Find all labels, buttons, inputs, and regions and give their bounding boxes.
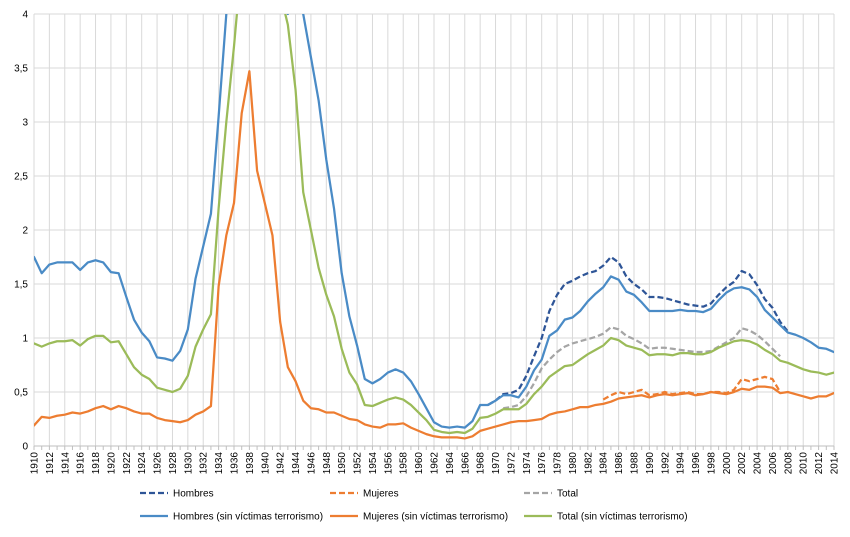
y-tick-label: 4 [22, 10, 28, 21]
series-line-6 [34, 14, 834, 435]
x-tick-label: 1986 [614, 452, 625, 475]
x-tick-label: 1942 [276, 452, 287, 475]
x-tick-label: 1970 [491, 452, 502, 475]
x-tick-label: 1944 [291, 452, 302, 475]
x-tick-label: 1996 [691, 452, 702, 475]
x-tick-label: 1962 [430, 452, 441, 475]
y-tick-label: 0,5 [14, 388, 28, 399]
grid-lines [33, 13, 835, 447]
x-tick-label: 1912 [45, 452, 56, 475]
x-tick-label: 1936 [230, 452, 241, 475]
y-tick-label: 2 [22, 226, 28, 237]
x-tick-label: 1918 [91, 452, 102, 475]
x-tick-label: 1964 [445, 452, 456, 475]
legend-label: Hombres (sin víctimas terrorismo) [173, 512, 323, 523]
x-tick-label: 1954 [368, 452, 379, 475]
x-tick-label: 1914 [60, 452, 71, 475]
x-tick-label: 1940 [260, 452, 271, 475]
x-tick-label: 1946 [306, 452, 317, 475]
legend-label: Total (sin víctimas terrorismo) [557, 512, 688, 523]
y-tick-label: 1 [22, 334, 28, 345]
x-tick-label: 1988 [630, 452, 641, 475]
x-tick-label: 1920 [106, 452, 117, 475]
x-tick-label: 1960 [414, 452, 425, 475]
x-tick-label: 1992 [660, 452, 671, 475]
x-tick-label: 1910 [30, 452, 41, 475]
x-tick-label: 1966 [460, 452, 471, 475]
x-tick-label: 1976 [537, 452, 548, 475]
x-tick-label: 1952 [353, 452, 364, 475]
legend: Hombres Mujeres Total Hombres (sin víctimas… [140, 489, 688, 523]
x-tick-label: 2008 [783, 452, 794, 475]
legend-label: Mujeres (sin víctimas terrorismo) [363, 512, 508, 523]
x-tick-label: 1980 [568, 452, 579, 475]
x-tick-label: 2012 [814, 452, 825, 475]
x-tick-label: 1994 [676, 452, 687, 475]
series-line-4 [34, 14, 834, 429]
x-tick-label: 1974 [522, 452, 533, 475]
series-line-5 [34, 70, 834, 440]
x-tick-label: 1950 [337, 452, 348, 475]
x-tick-label: 1972 [506, 452, 517, 475]
x-tick-label: 1958 [399, 452, 410, 475]
x-tick-label: 1982 [583, 452, 594, 475]
x-tick-label: 1932 [199, 452, 210, 475]
legend-item: Mujeres (sin víctimas terrorismo) [330, 512, 508, 523]
x-tick-label: 2000 [722, 452, 733, 475]
legend-item: Hombres [140, 489, 214, 500]
x-tick-label: 1922 [122, 452, 133, 475]
x-tick-label: 2004 [753, 452, 764, 475]
legend-label: Total [557, 489, 578, 500]
series-line-3 [503, 326, 781, 410]
y-tick-label: 0 [22, 442, 28, 453]
series-line-1 [487, 255, 789, 406]
x-tick-label: 1968 [476, 452, 487, 475]
y-tick-label: 1,5 [14, 280, 28, 291]
legend-item: Total [524, 489, 578, 500]
x-tick-label: 1956 [383, 452, 394, 475]
x-tick-label: 1928 [168, 452, 179, 475]
x-tick-label: 1938 [245, 452, 256, 475]
x-tick-label: 1934 [214, 452, 225, 475]
x-tick-label: 1948 [322, 452, 333, 475]
x-tick-label: 2014 [830, 452, 841, 475]
legend-label: Mujeres [363, 489, 399, 500]
x-tick-label: 1998 [706, 452, 717, 475]
legend-item: Mujeres [330, 489, 399, 500]
legend-label: Hombres [173, 489, 214, 500]
x-tick-label: 2010 [799, 452, 810, 475]
x-tick-label: 1916 [76, 452, 87, 475]
series-lines [34, 14, 834, 440]
x-tick-label: 1990 [645, 452, 656, 475]
x-tick-label: 2002 [737, 452, 748, 475]
x-tick-label: 1926 [153, 452, 164, 475]
y-tick-label: 3 [22, 118, 28, 129]
y-tick-label: 3,5 [14, 64, 28, 75]
axes: 0 0,5 1 1,5 2 2,5 3 3,5 4 1910 1912 1914 1916 1918 192… [14, 10, 840, 475]
y-tick-label: 2,5 [14, 172, 28, 183]
x-tick-label: 1924 [137, 452, 148, 475]
x-tick-label: 2006 [768, 452, 779, 475]
legend-item: Hombres (sin víctimas terrorismo) [140, 512, 323, 523]
x-tick-label: 1978 [553, 452, 564, 475]
x-tick-label: 1930 [183, 452, 194, 475]
legend-item: Total (sin víctimas terrorismo) [524, 512, 688, 523]
x-tick-label: 1984 [599, 452, 610, 475]
